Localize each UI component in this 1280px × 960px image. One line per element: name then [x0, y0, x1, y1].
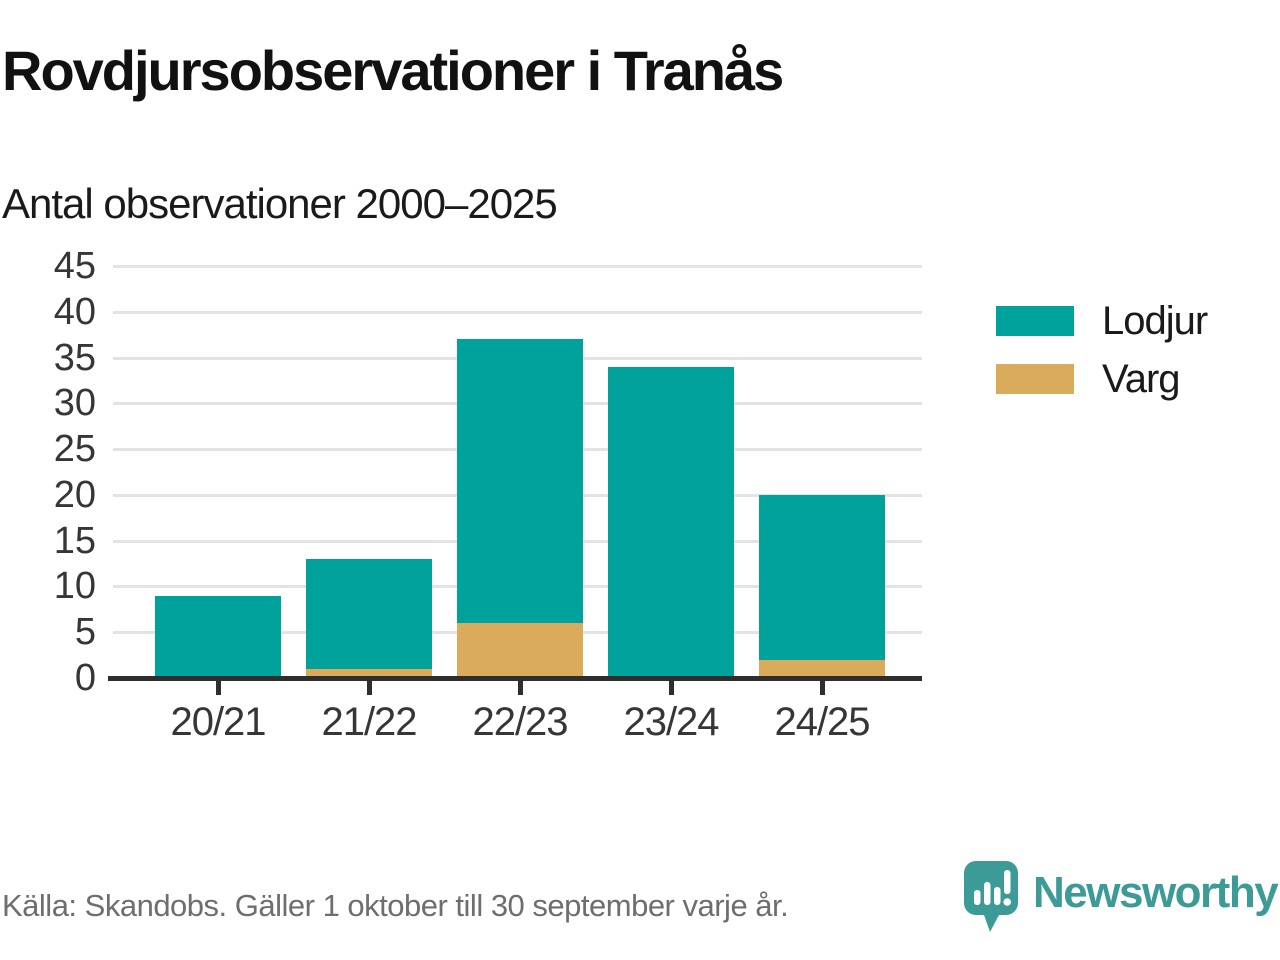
y-tick-label-45: 45 — [53, 245, 96, 287]
source-note: Källa: Skandobs. Gäller 1 oktober till 3… — [2, 888, 789, 923]
legend-swatch-lodjur — [996, 306, 1074, 336]
legend: Lodjur Varg — [996, 299, 1208, 422]
x-tick-label-23-24: 23/24 — [623, 700, 719, 744]
x-tick-24-25 — [819, 681, 825, 695]
x-tick-20-21 — [215, 681, 221, 695]
newsworthy-logo-icon — [964, 861, 1018, 932]
y-axis-labels: 0 5 10 15 20 25 30 35 40 45 — [0, 247, 96, 697]
x-tick-label-24-25: 24/25 — [774, 700, 870, 744]
brand-lockup: Newsworthy — [963, 860, 1279, 942]
bar-segment-lodjur-23-24 — [608, 366, 734, 678]
gridline-40 — [113, 310, 922, 314]
brand-wordmark: Newsworthy — [1033, 868, 1279, 917]
y-tick-label-10: 10 — [53, 565, 96, 608]
plot-area — [113, 265, 922, 678]
y-tick-label-35: 35 — [53, 336, 96, 379]
legend-item-varg: Varg — [996, 357, 1207, 401]
x-tick-label-22-23: 22/23 — [472, 700, 568, 744]
x-tick-23-24 — [668, 681, 674, 695]
y-tick-label-30: 30 — [53, 382, 96, 425]
bar-segment-lodjur-24-25 — [759, 494, 885, 660]
y-tick-label-25: 25 — [53, 428, 96, 471]
x-tick-21-22 — [366, 681, 372, 695]
legend-item-lodjur: Lodjur — [996, 299, 1208, 343]
bar-segment-varg-21-22 — [306, 668, 432, 678]
bar-segment-varg-22-23 — [457, 623, 583, 678]
x-tick-label-20-21: 20/21 — [170, 700, 266, 744]
x-axis-line — [108, 676, 922, 681]
y-tick-label-15: 15 — [53, 519, 96, 562]
bar-segment-lodjur-22-23 — [457, 339, 583, 624]
legend-label-varg: Varg — [1102, 356, 1181, 401]
gridline-45 — [113, 265, 922, 268]
y-tick-label-0: 0 — [74, 657, 96, 699]
bar-segment-lodjur-21-22 — [306, 559, 432, 669]
x-axis: 20/21 21/22 22/23 23/24 24/25 — [113, 676, 922, 756]
y-tick-label-5: 5 — [74, 611, 96, 654]
chart-subtitle: Antal observationer 2000–2025 — [2, 180, 558, 227]
legend-swatch-varg — [996, 364, 1074, 394]
bar-segment-lodjur-20-21 — [155, 595, 281, 678]
x-tick-22-23 — [517, 681, 523, 695]
x-tick-label-21-22: 21/22 — [321, 700, 417, 744]
y-tick-label-40: 40 — [53, 290, 96, 333]
chart-title: Rovdjursobservationer i Tranås — [2, 39, 784, 102]
y-tick-label-20: 20 — [53, 473, 96, 516]
legend-label-lodjur: Lodjur — [1102, 298, 1208, 343]
bar-segment-varg-24-25 — [759, 659, 885, 678]
